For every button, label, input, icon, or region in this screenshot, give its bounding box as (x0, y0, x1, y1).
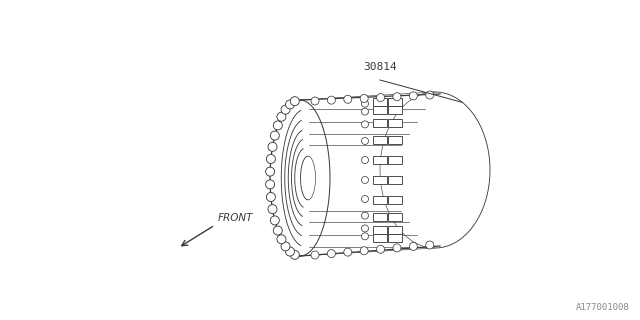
Circle shape (362, 108, 369, 115)
Circle shape (362, 100, 369, 107)
Circle shape (311, 251, 319, 259)
Circle shape (266, 167, 275, 176)
Circle shape (360, 94, 368, 102)
Circle shape (281, 105, 290, 114)
Bar (373, 234, 387, 242)
Circle shape (285, 100, 294, 109)
Bar (388, 196, 402, 204)
Bar (373, 176, 387, 184)
Circle shape (273, 226, 282, 235)
Circle shape (362, 196, 369, 203)
Circle shape (362, 176, 369, 183)
Circle shape (277, 112, 286, 121)
Circle shape (362, 212, 369, 219)
Circle shape (426, 91, 434, 99)
Circle shape (393, 244, 401, 252)
Circle shape (328, 96, 335, 104)
Circle shape (362, 233, 369, 240)
Circle shape (270, 131, 279, 140)
Circle shape (360, 247, 368, 255)
Text: FRONT: FRONT (218, 213, 253, 223)
Circle shape (376, 245, 385, 253)
Bar (388, 176, 402, 184)
Circle shape (291, 97, 300, 106)
Circle shape (291, 250, 300, 259)
Bar (388, 136, 402, 144)
Circle shape (410, 92, 417, 100)
Circle shape (273, 121, 282, 130)
Circle shape (410, 243, 417, 251)
Circle shape (266, 155, 275, 164)
Circle shape (362, 156, 369, 164)
Bar (373, 156, 387, 164)
Circle shape (268, 204, 277, 214)
Circle shape (266, 180, 275, 189)
Bar (373, 213, 387, 221)
Bar (388, 156, 402, 164)
Bar (373, 136, 387, 144)
Circle shape (362, 225, 369, 232)
Circle shape (362, 138, 369, 145)
Circle shape (266, 193, 275, 202)
Bar (373, 119, 387, 127)
Text: 30814: 30814 (363, 62, 397, 72)
Circle shape (311, 97, 319, 105)
Bar (388, 119, 402, 127)
Bar (388, 234, 402, 242)
Circle shape (281, 242, 290, 251)
Circle shape (285, 247, 294, 256)
Bar (388, 106, 402, 114)
Circle shape (376, 93, 385, 101)
Circle shape (277, 235, 286, 244)
Circle shape (270, 216, 279, 225)
Bar (373, 106, 387, 114)
Bar (373, 226, 387, 234)
Circle shape (344, 95, 352, 103)
Circle shape (328, 250, 335, 258)
Bar (388, 226, 402, 234)
Circle shape (268, 142, 277, 151)
Circle shape (344, 248, 352, 256)
Circle shape (426, 241, 434, 249)
Bar (388, 98, 402, 106)
Circle shape (362, 121, 369, 128)
Bar (388, 213, 402, 221)
Text: A177001008: A177001008 (576, 303, 630, 312)
Bar (373, 196, 387, 204)
Circle shape (393, 93, 401, 101)
Bar (373, 98, 387, 106)
